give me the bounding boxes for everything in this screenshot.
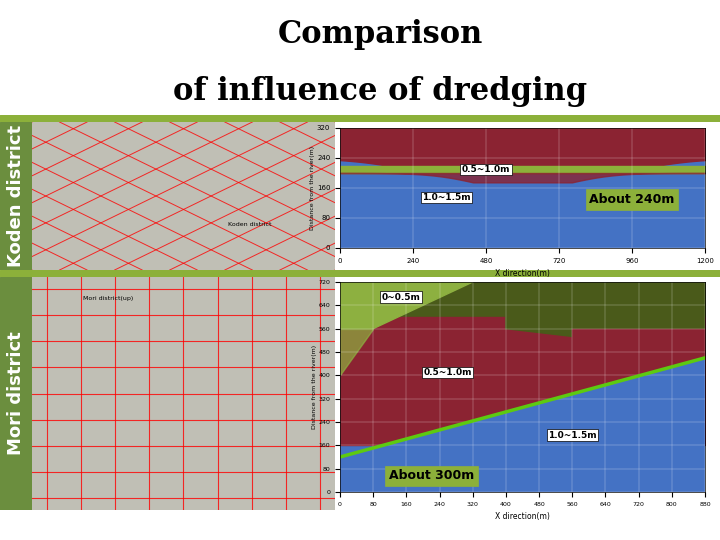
Text: About 240m: About 240m: [589, 193, 675, 206]
Text: 1.0~1.5m: 1.0~1.5m: [548, 430, 597, 440]
Text: of influence of dredging: of influence of dredging: [173, 76, 587, 107]
Polygon shape: [506, 282, 705, 352]
Text: Mori district(up): Mori district(up): [83, 296, 133, 301]
Text: 0.5~1.0m: 0.5~1.0m: [423, 368, 472, 377]
Text: 0~0.5m: 0~0.5m: [382, 293, 420, 302]
Polygon shape: [572, 329, 705, 363]
X-axis label: X direction(m): X direction(m): [495, 512, 550, 521]
Text: Mori district: Mori district: [7, 332, 25, 455]
Polygon shape: [340, 329, 373, 375]
Polygon shape: [340, 358, 705, 492]
Y-axis label: Distance from the river(m): Distance from the river(m): [312, 345, 317, 429]
Text: Comparison: Comparison: [277, 19, 482, 50]
Y-axis label: Distance from the river(m): Distance from the river(m): [310, 146, 315, 230]
Polygon shape: [340, 282, 473, 329]
Text: 1.0~1.5m: 1.0~1.5m: [422, 193, 471, 202]
Legend: -1.50~-1.00, -1.00~-0.50, -0.50~0.00: -1.50~-1.00, -1.00~-0.50, -0.50~0.00: [448, 300, 598, 311]
X-axis label: X direction(m): X direction(m): [495, 269, 550, 278]
Text: Koden district: Koden district: [7, 125, 25, 267]
Text: 0.5~1.0m: 0.5~1.0m: [462, 165, 510, 174]
Text: About 300m: About 300m: [389, 469, 474, 482]
Text: Koden district: Koden district: [228, 221, 272, 227]
